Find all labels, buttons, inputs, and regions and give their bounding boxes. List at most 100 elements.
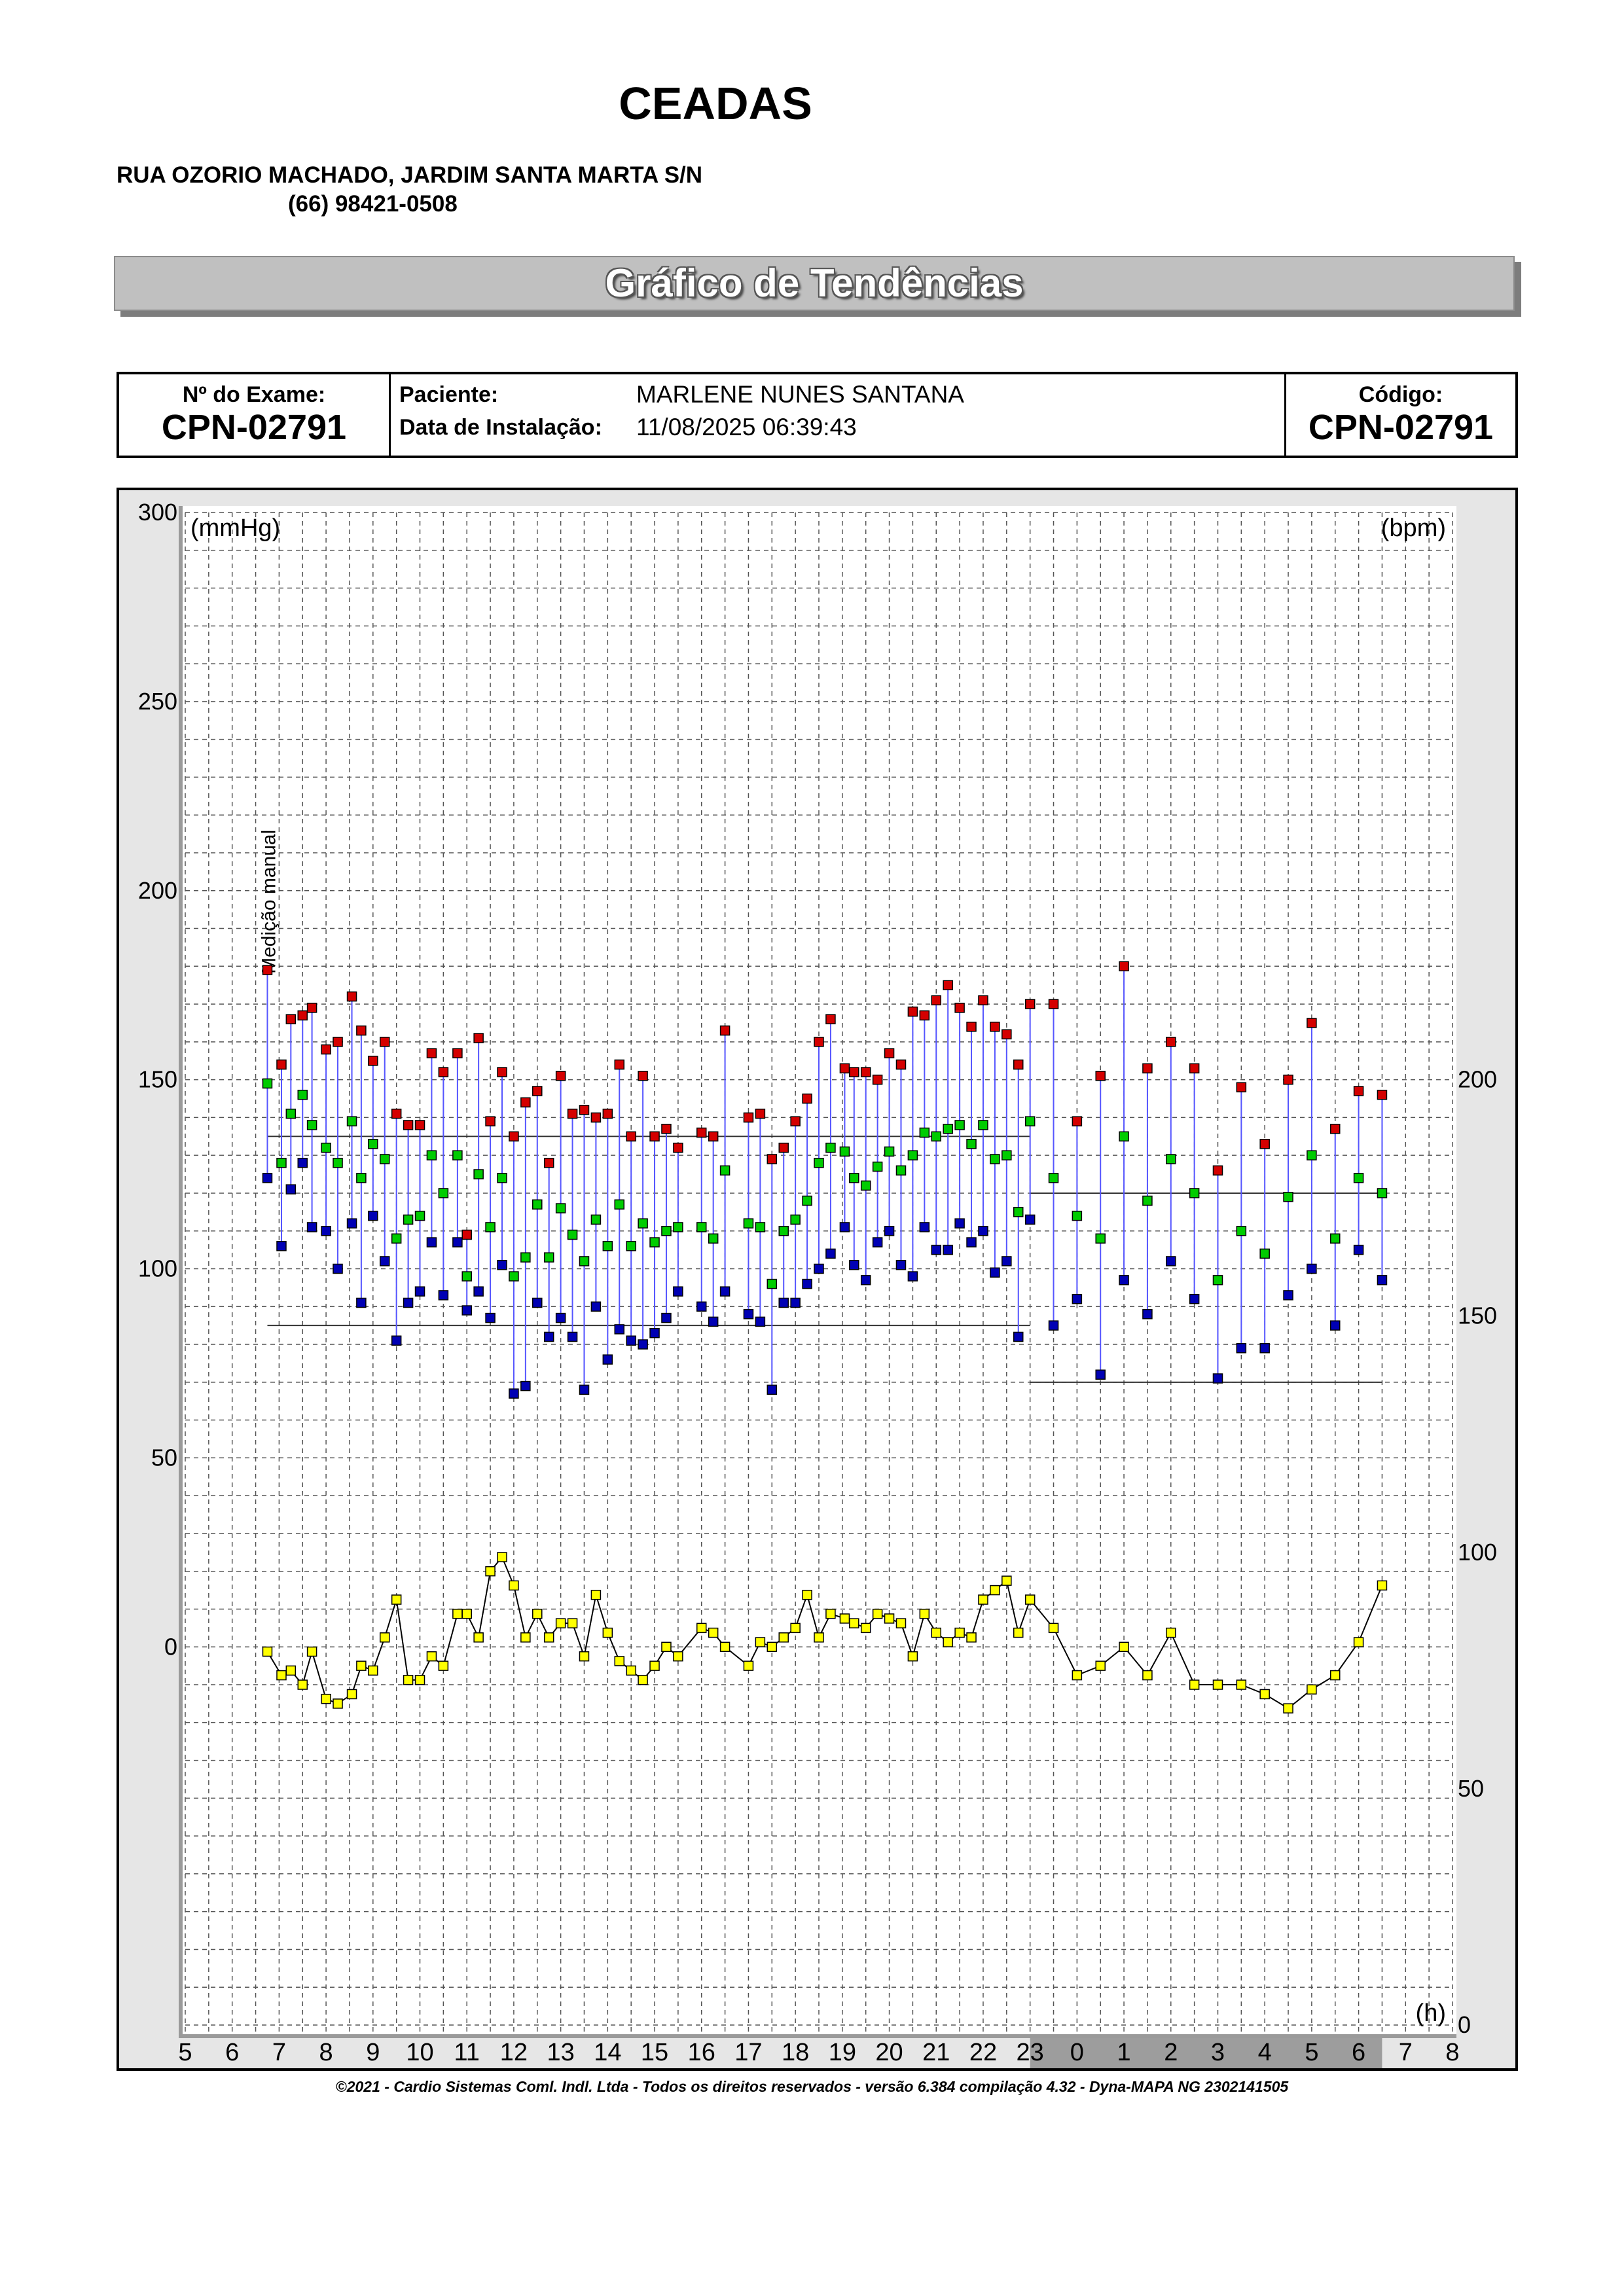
diastolic-point [356,1297,367,1308]
heart-rate-point [839,1613,850,1624]
systolic-point [1307,1018,1317,1028]
diastolic-point [1329,1320,1341,1331]
systolic-point [391,1108,402,1119]
systolic-point [520,1097,531,1108]
diastolic-point [708,1316,719,1327]
systolic-point [767,1154,778,1164]
mean-point [1072,1210,1083,1221]
systolic-point [814,1037,824,1047]
diastolic-point [1024,1214,1036,1225]
systolic-point [907,1006,918,1017]
heart-rate-point [1189,1679,1200,1690]
systolic-point [860,1067,871,1077]
mean-point [1142,1195,1153,1206]
chart-left-bevel [179,506,183,2038]
diastolic-point [719,1286,731,1297]
mean-point [543,1252,554,1263]
x-tick-label: 18 [782,2039,809,2066]
diastolic-point [497,1259,507,1270]
mean-point [1048,1173,1059,1183]
mean-point [966,1139,977,1149]
diastolic-point [1013,1331,1024,1342]
systolic-point [473,1033,484,1043]
diastolic-point [638,1339,648,1350]
diastolic-point [778,1297,789,1308]
systolic-point [333,1037,343,1047]
diastolic-point [426,1237,437,1247]
mean-point [1001,1150,1012,1160]
mean-point [356,1173,367,1183]
heart-rate-point [626,1665,636,1676]
mean-point [943,1123,953,1134]
x-tick-label: 6 [225,2039,239,2066]
systolic-point [614,1059,625,1070]
report-title-banner: Gráfico de Tendências [114,256,1515,311]
mean-point [743,1218,754,1229]
systolic-point [708,1131,719,1142]
diastolic-point [532,1297,543,1308]
diastolic-point [978,1225,988,1236]
patient-label: Paciente: [399,382,499,407]
systolic-point [1142,1063,1153,1074]
diastolic-point [333,1263,343,1274]
heart-rate-point [391,1594,402,1605]
mean-point [461,1271,472,1282]
heart-rate-point [1377,1580,1388,1591]
systolic-point [719,1025,731,1036]
systolic-point [485,1116,496,1126]
diastolic-point [1119,1275,1129,1285]
systolic-point [931,995,942,1006]
systolic-point [276,1059,287,1070]
diastolic-point [262,1173,273,1183]
diastolic-point [696,1301,707,1312]
mean-point [649,1237,660,1247]
systolic-point [555,1071,566,1081]
mean-point [485,1222,496,1232]
heart-rate-point [297,1679,308,1690]
mean-point [790,1214,801,1225]
code-label: Código: [1358,382,1443,407]
chart-bottom-bevel [179,2034,1456,2038]
diastolic-point [614,1324,625,1335]
y-left-tick-label: 50 [151,1444,177,1471]
mean-point [931,1131,942,1142]
x-tick-label: 16 [688,2039,715,2066]
mean-point [403,1214,414,1225]
heart-rate-point [426,1651,437,1662]
sleep-period-band [1030,2038,1382,2068]
diastolic-point [767,1384,778,1395]
chart-right-margin [1456,490,1515,2068]
diastolic-point [590,1301,602,1312]
diastolic-point [555,1312,566,1323]
trend-chart-frame: 300 250 200 150 100 50 0 200 150 100 50 0 5 6 7 8 9 10 11 1… [117,488,1518,2071]
systolic-point [1024,999,1036,1009]
heart-rate-point [1353,1637,1364,1647]
systolic-point [497,1067,507,1077]
heart-rate-point [306,1646,317,1657]
mean-point [414,1210,425,1221]
systolic-point [414,1120,425,1130]
heart-rate-point [1142,1670,1153,1681]
diastolic-point [1236,1343,1247,1354]
info-divider [389,374,391,456]
heart-rate-point [1024,1594,1036,1605]
mean-point [614,1199,625,1210]
diastolic-point [802,1278,812,1289]
diastolic-point [1377,1275,1388,1285]
y-right-tick-label: 150 [1458,1302,1497,1329]
x-tick-label: 3 [1211,2039,1225,2066]
exam-number-label: Nº do Exame: [182,382,326,407]
mean-point [285,1108,297,1119]
heart-rate-point [532,1608,543,1619]
mean-point [567,1229,578,1240]
diastolic-point [321,1225,331,1236]
x-tick-label: 19 [829,2039,856,2066]
mean-point [978,1120,988,1130]
systolic-point [602,1108,613,1119]
mean-point [276,1157,287,1168]
heart-rate-point [333,1698,343,1709]
exam-info-box: Nº do Exame: CPN-02791 Paciente: MARLENE… [117,372,1518,458]
diastolic-point [990,1267,1000,1278]
footer-copyright: ©2021 - Cardio Sistemas Coml. Indl. Ltda… [335,2078,1289,2095]
diastolic-point [297,1157,308,1168]
